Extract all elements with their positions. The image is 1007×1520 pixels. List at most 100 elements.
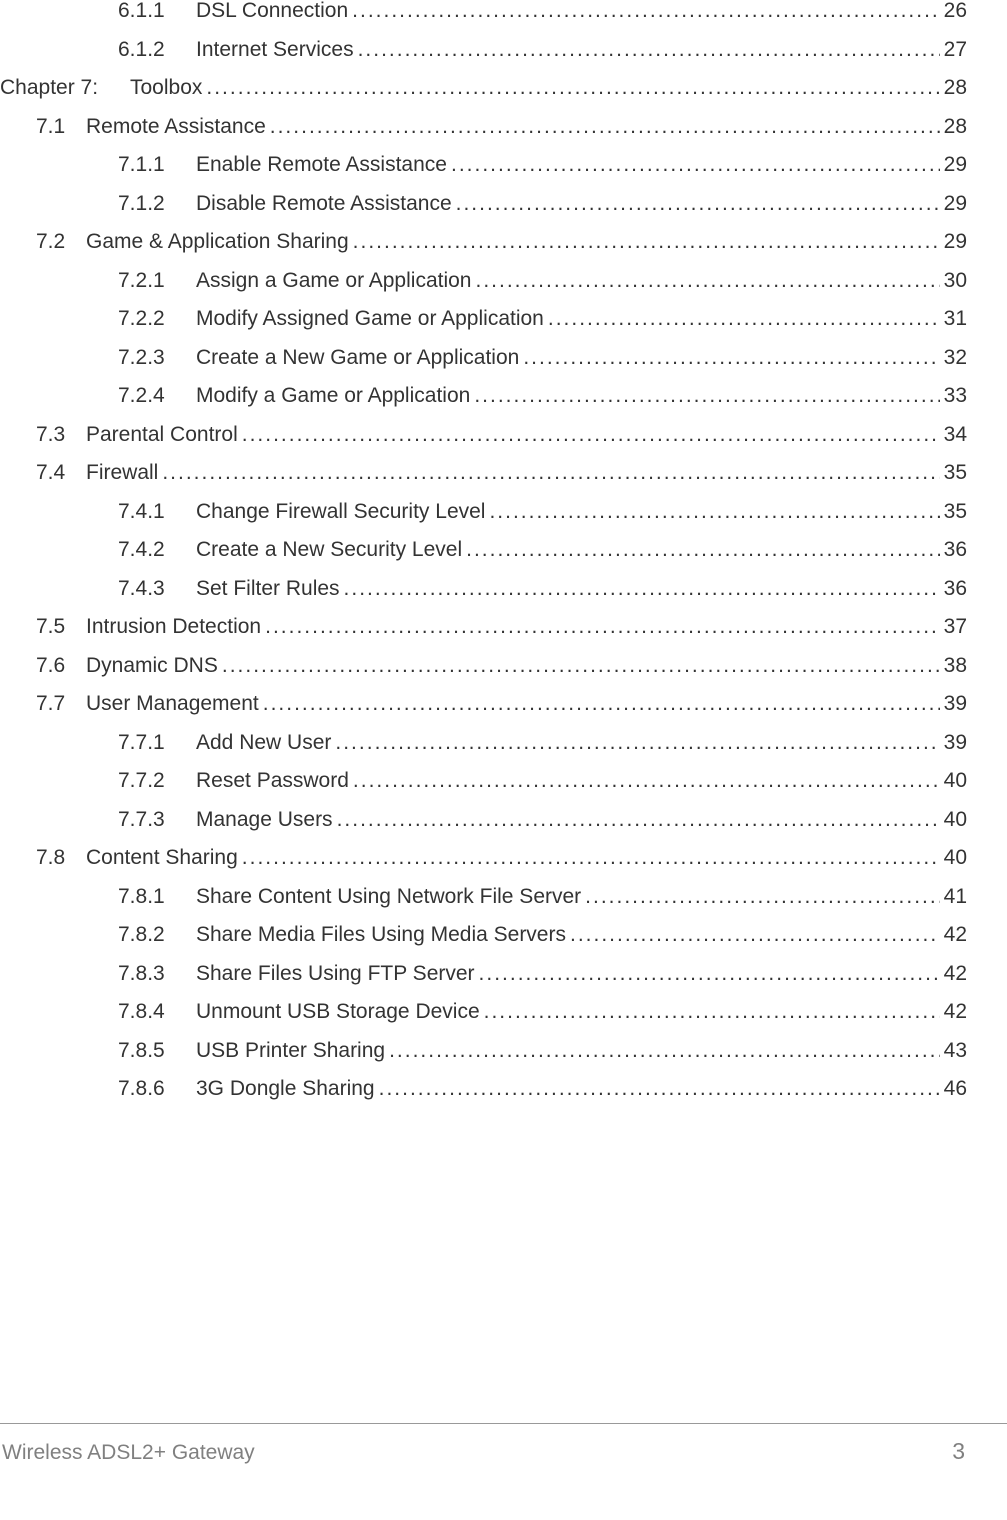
toc-entry: 7.1.2Disable Remote Assistance29: [0, 193, 967, 214]
toc-entry-title: Parental Control: [86, 424, 238, 445]
toc-entry-number: 7.2.1: [118, 270, 196, 291]
toc-entry-title: Share Files Using FTP Server: [196, 963, 475, 984]
toc-entry: 7.8.1Share Content Using Network File Se…: [0, 886, 967, 907]
toc-entry-number: 7.1: [36, 116, 86, 137]
toc-entry-page: 36: [940, 578, 967, 599]
toc-entry: 7.7.2Reset Password40: [0, 770, 967, 791]
page-footer: Wireless ADSL2+ Gateway 3: [0, 1423, 1007, 1465]
toc-entry: 7.7.1Add New User39: [0, 732, 967, 753]
footer-page-number: 3: [952, 1438, 965, 1465]
toc-entry-number: 7.7.3: [118, 809, 196, 830]
toc-entry: 7.2.3Create a New Game or Application 32: [0, 347, 967, 368]
toc-leader-dots: [385, 1040, 940, 1061]
footer-document-title: Wireless ADSL2+ Gateway: [2, 1441, 255, 1465]
toc-entry-number: 7.8.2: [118, 924, 196, 945]
toc-entry-title: 3G Dongle Sharing: [196, 1078, 375, 1099]
toc-entry-number: 7.2.3: [118, 347, 196, 368]
toc-leader-dots: [471, 270, 939, 291]
table-of-contents: 6.1.1DSL Connection266.1.2Internet Servi…: [0, 0, 1007, 1099]
toc-entry-page: 46: [940, 1078, 967, 1099]
toc-entry: 7.8.63G Dongle Sharing46: [0, 1078, 967, 1099]
toc-entry-number: 6.1.1: [118, 0, 196, 21]
toc-entry-page: 40: [940, 770, 967, 791]
toc-leader-dots: [333, 809, 940, 830]
toc-entry-page: 29: [940, 231, 967, 252]
toc-entry-page: 32: [940, 347, 967, 368]
toc-entry-number: 7.4.1: [118, 501, 196, 522]
toc-entry: 7.8.4Unmount USB Storage Device42: [0, 1001, 967, 1022]
toc-entry-number: 7.1.1: [118, 154, 196, 175]
toc-entry: 7.4Firewall35: [0, 462, 967, 483]
toc-leader-dots: [259, 693, 940, 714]
toc-entry-title: Change Firewall Security Level: [196, 501, 485, 522]
toc-entry-page: 37: [940, 616, 967, 637]
toc-entry-title: Manage Users: [196, 809, 333, 830]
toc-entry: 6.1.2Internet Services27: [0, 39, 967, 60]
toc-entry-title: Share Content Using Network File Server: [196, 886, 581, 907]
toc-entry-page: 41: [940, 886, 967, 907]
toc-entry-number: 7.7.1: [118, 732, 196, 753]
toc-entry-title: Assign a Game or Application: [196, 270, 471, 291]
toc-entry: 7.7.3Manage Users40: [0, 809, 967, 830]
toc-entry-page: 28: [940, 116, 967, 137]
toc-entry-title: Create a New Security Level: [196, 539, 462, 560]
toc-leader-dots: [354, 39, 940, 60]
toc-leader-dots: [202, 77, 939, 98]
toc-entry-number: 7.2.2: [118, 308, 196, 329]
toc-entry-page: 42: [940, 1001, 967, 1022]
toc-leader-dots: [158, 462, 939, 483]
toc-entry-page: 36: [940, 539, 967, 560]
toc-entry-title: Disable Remote Assistance: [196, 193, 452, 214]
toc-leader-dots: [349, 231, 940, 252]
toc-entry-page: 34: [940, 424, 967, 445]
toc-entry-title: Set Filter Rules: [196, 578, 340, 599]
toc-entry-title: Internet Services: [196, 39, 354, 60]
toc-entry: 7.7User Management39: [0, 693, 967, 714]
toc-leader-dots: [218, 655, 940, 676]
toc-entry-number: Chapter 7:: [0, 77, 130, 98]
toc-entry: 7.2.2Modify Assigned Game or Application…: [0, 308, 967, 329]
toc-entry-number: 7.4.3: [118, 578, 196, 599]
toc-entry-title: Unmount USB Storage Device: [196, 1001, 480, 1022]
toc-leader-dots: [475, 963, 940, 984]
toc-leader-dots: [485, 501, 939, 522]
toc-entry-page: 35: [940, 501, 967, 522]
toc-entry-number: 7.8.3: [118, 963, 196, 984]
toc-entry-number: 7.5: [36, 616, 86, 637]
toc-entry-title: Content Sharing: [86, 847, 238, 868]
toc-entry-page: 26: [940, 0, 967, 21]
toc-entry-title: Modify Assigned Game or Application: [196, 308, 544, 329]
toc-entry: 7.8.3Share Files Using FTP Server 42: [0, 963, 967, 984]
toc-entry-page: 27: [940, 39, 967, 60]
toc-leader-dots: [331, 732, 939, 753]
toc-entry-page: 40: [940, 847, 967, 868]
toc-entry: 7.3Parental Control34: [0, 424, 967, 445]
toc-entry: 7.2.4Modify a Game or Application33: [0, 385, 967, 406]
toc-entry-page: 42: [940, 924, 967, 945]
toc-entry-title: Add New User: [196, 732, 331, 753]
toc-entry-title: DSL Connection: [196, 0, 348, 21]
toc-entry: 7.2.1Assign a Game or Application30: [0, 270, 967, 291]
toc-entry-page: 33: [940, 385, 967, 406]
toc-leader-dots: [266, 116, 940, 137]
toc-entry-page: 28: [940, 77, 967, 98]
toc-entry-title: Intrusion Detection: [86, 616, 261, 637]
toc-entry-title: Remote Assistance: [86, 116, 266, 137]
toc-entry-number: 7.8.1: [118, 886, 196, 907]
toc-leader-dots: [348, 0, 939, 21]
toc-entry-page: 42: [940, 963, 967, 984]
toc-entry-number: 7.6: [36, 655, 86, 676]
toc-entry: 7.6Dynamic DNS38: [0, 655, 967, 676]
toc-entry-number: 7.2.4: [118, 385, 196, 406]
toc-entry-number: 7.2: [36, 231, 86, 252]
toc-entry-number: 7.1.2: [118, 193, 196, 214]
toc-entry-title: Reset Password: [196, 770, 349, 791]
toc-entry: 6.1.1DSL Connection 26: [0, 0, 967, 21]
toc-entry-number: 7.7: [36, 693, 86, 714]
toc-entry-page: 31: [940, 308, 967, 329]
toc-entry: 7.5Intrusion Detection 37: [0, 616, 967, 637]
toc-leader-dots: [566, 924, 940, 945]
toc-entry-page: 43: [940, 1040, 967, 1061]
toc-entry-title: Create a New Game or Application: [196, 347, 519, 368]
toc-entry: 7.1Remote Assistance 28: [0, 116, 967, 137]
